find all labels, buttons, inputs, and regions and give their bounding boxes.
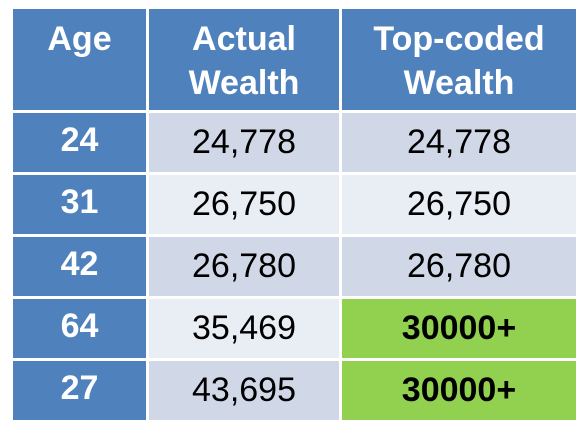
topcoded-wealth-cell-highlighted: 30000+: [339, 358, 579, 423]
header-topcoded-line2: Wealth: [403, 64, 515, 102]
header-actual-wealth: Actual Wealth: [146, 6, 342, 113]
age-cell: 27: [10, 358, 149, 423]
age-cell: 42: [10, 234, 149, 299]
actual-wealth-cell: 26,750: [146, 172, 342, 237]
age-cell: 24: [10, 110, 149, 175]
age-cell: 64: [10, 296, 149, 361]
actual-wealth-cell: 24,778: [146, 110, 342, 175]
header-actual-line1: Actual: [192, 20, 296, 58]
header-actual-line2: Wealth: [188, 64, 300, 102]
table-row: 31 26,750 26,750: [10, 172, 579, 237]
topcoded-wealth-cell: 26,780: [339, 234, 579, 299]
header-topcoded-wealth: Top-coded Wealth: [339, 6, 579, 113]
wealth-table: Age Actual Wealth Top-coded Wealth 24 24…: [10, 6, 579, 423]
actual-wealth-cell: 26,780: [146, 234, 342, 299]
actual-wealth-cell: 43,695: [146, 358, 342, 423]
topcoded-wealth-cell: 24,778: [339, 110, 579, 175]
table-row: 24 24,778 24,778: [10, 110, 579, 175]
topcoded-wealth-cell-highlighted: 30000+: [339, 296, 579, 361]
header-topcoded-line1: Top-coded: [373, 20, 545, 58]
header-age: Age: [10, 6, 149, 113]
table-row: 42 26,780 26,780: [10, 234, 579, 299]
topcoded-wealth-cell: 26,750: [339, 172, 579, 237]
header-row: Age Actual Wealth Top-coded Wealth: [10, 6, 579, 113]
age-cell: 31: [10, 172, 149, 237]
table-row: 64 35,469 30000+: [10, 296, 579, 361]
table-row: 27 43,695 30000+: [10, 358, 579, 423]
actual-wealth-cell: 35,469: [146, 296, 342, 361]
